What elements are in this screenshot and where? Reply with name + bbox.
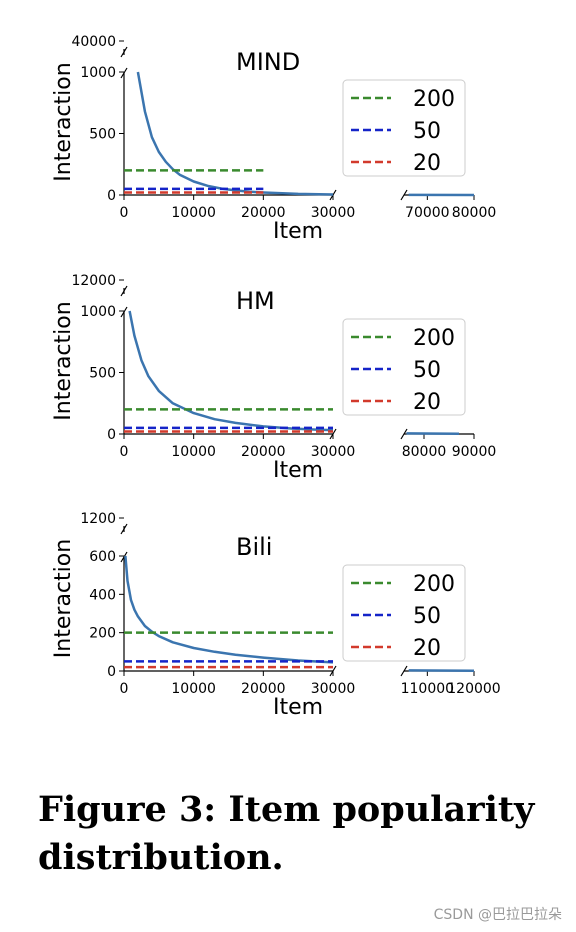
- chart2-distribution-curve: [128, 310, 334, 432]
- chart3-legend-label: 200: [413, 572, 455, 597]
- chart1-legend-label: 200: [413, 87, 455, 112]
- chart1-x-tick-label: 70000: [405, 205, 450, 221]
- figure-caption: Figure 3: Item popularity distribution.: [38, 789, 535, 878]
- chart3-x-tick-label: 30000: [311, 681, 356, 697]
- chart2-y-break-mark-upper: [120, 285, 128, 297]
- chart1-y-tick-label: 1000: [80, 65, 116, 81]
- chart3-legend-box: [342, 564, 466, 662]
- chart3-y-break-mark-lower: [120, 551, 128, 563]
- chart1-x-break-mark-right: [400, 189, 408, 201]
- chart1-legend-label: 20: [413, 151, 441, 176]
- chart3-x-tick-label: 110000: [401, 681, 454, 697]
- chart1-y-tick-label: 500: [89, 127, 116, 143]
- chart2-legend-box: [342, 318, 466, 416]
- chart2-x-break-mark-right: [400, 428, 408, 440]
- chart2-legend-label: 50: [413, 358, 441, 383]
- chart2-x-tick-label: 0: [120, 444, 129, 460]
- chart3-x-tick-label: 20000: [241, 681, 286, 697]
- chart3-y-tick-label: 600: [89, 549, 116, 565]
- chart2-x-tick-label: 30000: [311, 444, 356, 460]
- chart1-x-tick-label: 80000: [452, 205, 497, 221]
- chart3-y-tick-label: 400: [89, 587, 116, 603]
- chart3-x-tick-label: 10000: [171, 681, 216, 697]
- chart1-y-axis-label: Interaction: [51, 62, 76, 181]
- chart2-y-tick-label-top: 12000: [71, 273, 116, 289]
- chart2-x-tick-label: 90000: [452, 444, 497, 460]
- chart1-y-tick-label-top: 40000: [71, 34, 116, 50]
- chart1-distribution-curve: [136, 71, 334, 196]
- chart1-x-axis-label: Item: [273, 219, 323, 244]
- chart2-x-tick-label: 20000: [241, 444, 286, 460]
- chart3-distribution-curve: [124, 555, 334, 664]
- chart3-legend-label: 50: [413, 604, 441, 629]
- chart2-legend-label: 200: [413, 326, 455, 351]
- watermark: CSDN @巴拉巴拉朵: [433, 907, 562, 923]
- chart3-y-break-mark-upper: [120, 523, 128, 535]
- chart3-x-tick-label: 120000: [447, 681, 500, 697]
- chart1-legend-label: 50: [413, 119, 441, 144]
- chart2-x-axis-label: Item: [273, 458, 323, 483]
- chart2-y-tick-label: 1000: [80, 304, 116, 320]
- chart1-x-tick-label: 10000: [171, 205, 216, 221]
- chart1-y-tick-label: 0: [107, 188, 116, 204]
- chart1-y-break-mark-upper: [120, 46, 128, 58]
- chart1-y-break-mark-lower: [120, 67, 128, 79]
- chart2-legend-label: 20: [413, 390, 441, 415]
- chart2-title: HM: [236, 287, 275, 315]
- chart1-x-tick-label: 30000: [311, 205, 356, 221]
- chart1-x-tick-label: 20000: [241, 205, 286, 221]
- chart3-y-axis-label: Interaction: [51, 539, 76, 658]
- chart2-y-break-mark-lower: [120, 306, 128, 318]
- chart3-x-axis-label: Item: [273, 695, 323, 720]
- chart3-y-tick-label: 200: [89, 626, 116, 642]
- chart2-x-tick-label: 10000: [171, 444, 216, 460]
- chart2-y-tick-label: 500: [89, 366, 116, 382]
- chart1-legend-box: [342, 79, 466, 177]
- chart2-x-tick-label: 80000: [402, 444, 447, 460]
- chart2-y-axis-label: Interaction: [51, 301, 76, 420]
- chart3-x-tick-label: 0: [120, 681, 129, 697]
- chart1-title: MIND: [236, 48, 300, 76]
- chart3-title: Bili: [236, 533, 272, 561]
- chart3-y-tick-label: 0: [107, 664, 116, 680]
- chart3-x-break-mark-right: [400, 665, 408, 677]
- chart3-legend-label: 20: [413, 636, 441, 661]
- chart1-x-tick-label: 0: [120, 205, 129, 221]
- chart2-y-tick-label: 0: [107, 427, 116, 443]
- chart3-y-tick-label-top: 1200: [80, 511, 116, 527]
